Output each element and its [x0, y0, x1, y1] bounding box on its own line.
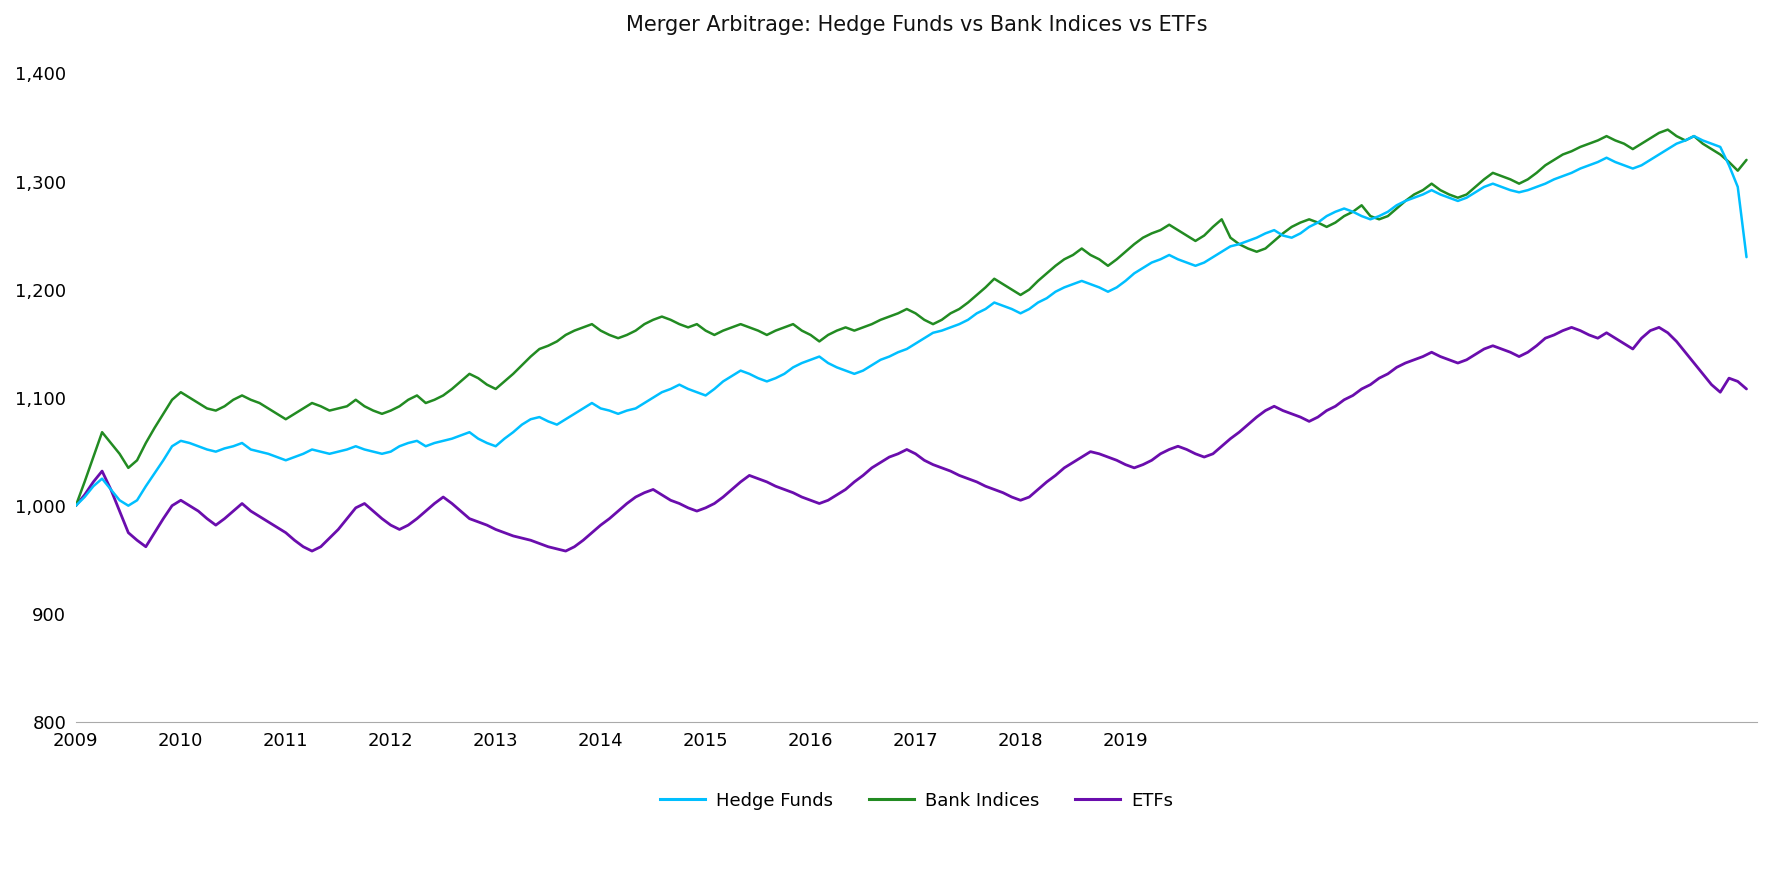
- Line: Hedge Funds: Hedge Funds: [76, 136, 1747, 506]
- Hedge Funds: [1019, 304, 1040, 315]
- ETFs: [766, 481, 787, 492]
- Bank Indices: [66, 501, 87, 511]
- Hedge Funds: [1737, 252, 1758, 262]
- Hedge Funds: [1115, 276, 1136, 286]
- Bank Indices: [1115, 246, 1136, 257]
- ETFs: [301, 546, 323, 556]
- Hedge Funds: [757, 376, 778, 386]
- Bank Indices: [757, 330, 778, 340]
- ETFs: [1737, 384, 1758, 394]
- Bank Indices: [1737, 154, 1758, 165]
- ETFs: [66, 501, 87, 511]
- Line: ETFs: ETFs: [76, 328, 1747, 551]
- Hedge Funds: [905, 338, 927, 349]
- ETFs: [1028, 484, 1049, 494]
- Bank Indices: [266, 408, 287, 419]
- ETFs: [914, 455, 936, 466]
- ETFs: [1123, 462, 1145, 473]
- Bank Indices: [739, 323, 760, 333]
- ETFs: [266, 522, 287, 532]
- Bank Indices: [1019, 284, 1040, 295]
- Bank Indices: [905, 308, 927, 319]
- Legend: Hedge Funds, Bank Indices, ETFs: Hedge Funds, Bank Indices, ETFs: [652, 784, 1180, 817]
- Hedge Funds: [1683, 131, 1705, 142]
- Hedge Funds: [66, 501, 87, 511]
- Hedge Funds: [266, 452, 287, 462]
- Line: Bank Indices: Bank Indices: [76, 129, 1747, 506]
- Bank Indices: [1657, 124, 1678, 135]
- Hedge Funds: [739, 369, 760, 379]
- ETFs: [748, 473, 769, 484]
- Title: Merger Arbitrage: Hedge Funds vs Bank Indices vs ETFs: Merger Arbitrage: Hedge Funds vs Bank In…: [626, 15, 1207, 35]
- ETFs: [1561, 323, 1582, 333]
